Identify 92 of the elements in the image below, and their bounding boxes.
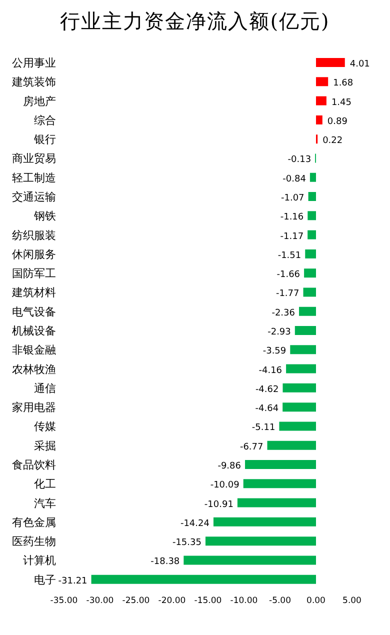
bar (299, 306, 316, 316)
bar (290, 345, 316, 354)
bar (303, 288, 316, 297)
y-tick-label: 计算机 (23, 554, 56, 568)
data-label: -2.36 (272, 308, 296, 318)
bar (282, 383, 316, 392)
data-label: -2.93 (268, 328, 291, 338)
y-tick-label: 汽车 (34, 496, 56, 510)
data-label: 1.45 (331, 98, 352, 108)
y-tick-label: 房地产 (23, 94, 56, 108)
bar (213, 517, 316, 526)
data-label: -4.16 (258, 366, 282, 376)
data-label: -5.11 (252, 423, 276, 434)
x-tick-label: 5.00 (342, 596, 362, 606)
data-label: -15.35 (172, 538, 202, 548)
data-label: -3.59 (262, 346, 286, 357)
y-tick-label: 公用事业 (12, 56, 56, 70)
bar (245, 460, 316, 469)
y-tick-label: 轻工制造 (12, 171, 56, 184)
bar (304, 268, 316, 278)
y-tick-label: 采掘 (34, 439, 56, 452)
y-tick-label: 综合 (34, 114, 56, 127)
y-tick-label: 农林牧渔 (12, 362, 56, 376)
bar (91, 574, 316, 584)
data-label: -1.77 (276, 289, 300, 300)
x-tick-label: -35.00 (50, 596, 78, 606)
bar (205, 536, 316, 546)
data-label: -0.84 (282, 174, 306, 184)
y-tick-label: 国防军工 (12, 267, 56, 280)
bar (316, 58, 345, 67)
data-label: -14.24 (180, 518, 210, 529)
data-label: -4.62 (255, 384, 279, 395)
y-tick-label: 电气设备 (12, 305, 56, 318)
y-tick-label: 化工 (34, 478, 56, 491)
data-label: -1.16 (280, 212, 304, 223)
bar (316, 115, 322, 124)
y-tick-label: 建筑装饰 (11, 76, 56, 89)
x-tick-label: -25.00 (122, 596, 150, 606)
x-tick-label: -30.00 (86, 596, 114, 606)
bar (184, 556, 316, 565)
data-label: -6.77 (240, 442, 264, 452)
y-tick-label: 建筑材料 (11, 286, 56, 300)
x-tick-label: 0.00 (306, 596, 326, 606)
y-tick-label: 电子 (34, 573, 56, 586)
y-tick-label: 家用电器 (12, 401, 56, 414)
y-tick-label: 银行 (33, 133, 56, 146)
data-label: -9.86 (218, 462, 242, 472)
bar (305, 249, 316, 258)
data-label: 0.89 (327, 116, 348, 127)
y-tick-label: 有色金属 (12, 516, 56, 529)
data-label: -10.91 (204, 500, 234, 510)
bar (237, 498, 316, 508)
y-tick-label: 商业贸易 (12, 152, 56, 166)
chart-title: 行业主力资金净流入额(亿元) (59, 8, 331, 35)
bar (286, 364, 316, 374)
x-tick-label: -20.00 (158, 596, 186, 606)
bar (308, 230, 316, 240)
y-tick-label: 钢铁 (33, 210, 56, 223)
bar (279, 422, 316, 431)
data-label: -31.21 (58, 576, 88, 586)
x-tick-label: -5.00 (269, 596, 291, 606)
bar (316, 77, 328, 86)
y-tick-label: 机械设备 (12, 324, 56, 338)
x-tick-label: -15.00 (194, 596, 222, 606)
x-tick-label: -10.00 (230, 596, 258, 606)
data-label: -10.09 (210, 480, 240, 491)
data-label: 0.22 (322, 136, 343, 146)
y-tick-label: 食品饮料 (12, 458, 56, 472)
data-label: -0.13 (288, 155, 312, 166)
data-label: -4.64 (255, 404, 279, 414)
bar (316, 96, 326, 106)
bar (294, 326, 316, 335)
y-tick-label: 休闲服务 (12, 248, 56, 261)
y-tick-label: 非银金融 (12, 344, 56, 357)
data-label: -1.17 (280, 232, 304, 242)
data-label: -1.66 (276, 270, 300, 280)
bar (243, 479, 316, 488)
y-tick-label: 交通运输 (12, 190, 56, 204)
data-label: -18.38 (150, 557, 180, 568)
y-tick-label: 传媒 (34, 420, 56, 434)
y-tick-label: 纺织服装 (12, 228, 56, 242)
data-label: 1.68 (333, 78, 354, 89)
bar (282, 402, 316, 412)
data-label: -1.51 (278, 250, 302, 261)
y-tick-label: 医药生物 (12, 535, 56, 548)
data-label: -1.07 (281, 194, 304, 204)
bar (310, 172, 316, 182)
bar (308, 192, 316, 201)
bar (267, 440, 316, 450)
bar (308, 211, 316, 220)
y-tick-label: 通信 (34, 382, 56, 395)
data-label: 4.01 (350, 60, 370, 70)
